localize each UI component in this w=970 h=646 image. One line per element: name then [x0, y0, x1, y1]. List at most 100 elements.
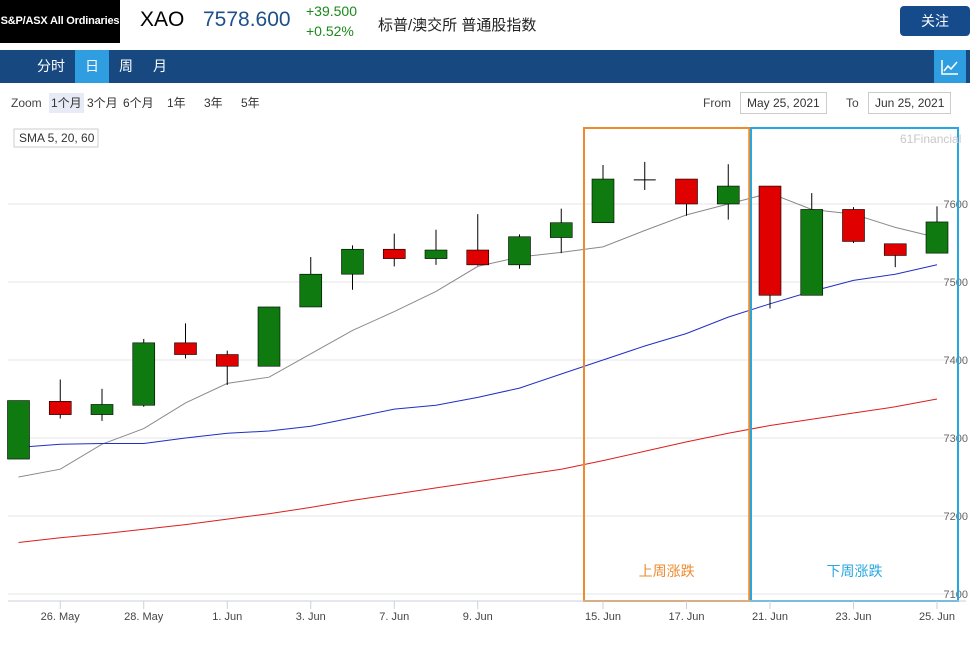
candle-17 — [716, 164, 740, 220]
zoom-1y-button[interactable]: 1年 — [167, 96, 186, 110]
zoom-1m-button[interactable]: 1个月 — [49, 93, 84, 113]
x-axis: 26. May 28. May 1. Jun 3. Jun 7. Jun 9. Jun 15… — [8, 600, 966, 623]
zoom-3y-button[interactable]: 3年 — [204, 96, 223, 110]
x-tick-label-3: 3. Jun — [296, 611, 326, 623]
candle-9 — [382, 233, 406, 267]
candle-body-8 — [341, 248, 364, 275]
candle-body-18 — [758, 185, 782, 296]
y-tick-label-2: 7300 — [944, 433, 968, 445]
candle-body-7 — [299, 273, 323, 308]
zoom-3m-button[interactable]: 3个月 — [87, 96, 118, 110]
sma-line-0 — [18, 192, 938, 478]
x-tick-label-10: 25. Jun — [919, 611, 955, 623]
period-tab-bar: 分时 日 周 月 — [0, 50, 970, 83]
price-change-percent: +0.52% — [306, 23, 354, 39]
candle-body-9 — [382, 248, 406, 259]
candle-1 — [48, 379, 72, 419]
candle-body-19 — [800, 209, 824, 296]
x-tick-label-5: 9. Jun — [463, 611, 493, 623]
candle-7 — [299, 257, 323, 308]
tab-daily[interactable]: 日 — [75, 50, 109, 83]
watermark: 61Financial — [900, 132, 961, 146]
tab-intraday[interactable]: 分时 — [37, 58, 65, 74]
candle-body-3 — [132, 342, 156, 406]
candle-body-13 — [549, 222, 573, 238]
candle-4 — [174, 323, 197, 359]
candle-body-14 — [591, 178, 615, 224]
line-chart-icon — [941, 59, 958, 75]
sma-lines — [18, 192, 938, 543]
candle-body-20 — [842, 209, 865, 242]
x-tick-label-2: 1. Jun — [212, 611, 242, 623]
candle-body-11 — [466, 249, 490, 266]
zoom-6m-button[interactable]: 6个月 — [123, 96, 154, 110]
candle-body-21 — [883, 243, 907, 256]
annotation-box-1 — [750, 127, 959, 602]
candle-13 — [549, 208, 573, 254]
candles — [7, 161, 949, 460]
candle-15 — [633, 161, 656, 190]
candle-20 — [842, 207, 865, 243]
candle-body-2 — [90, 404, 114, 415]
candle-19 — [800, 193, 824, 296]
candle-body-10 — [424, 249, 448, 259]
last-price: 7578.600 — [203, 8, 291, 31]
y-tick-label-0: 7100 — [944, 589, 968, 601]
from-label: From — [703, 96, 731, 110]
y-tick-label-3: 7400 — [944, 355, 968, 367]
candle-body-22 — [925, 221, 949, 254]
candle-body-16 — [675, 178, 698, 205]
y-tick-label-5: 7600 — [944, 199, 968, 211]
x-tick-label-6: 15. Jun — [585, 611, 621, 623]
candle-0 — [7, 400, 30, 460]
tab-weekly[interactable]: 周 — [119, 58, 133, 74]
candle-12 — [508, 234, 531, 269]
candle-body-17 — [716, 185, 740, 205]
ticker-symbol: XAO — [140, 8, 185, 31]
candle-6 — [257, 306, 281, 367]
sma-line-2 — [18, 398, 938, 543]
zoom-toolbar: Zoom 1个月 3个月 6个月 1年 3年 5年 From May 25, 2… — [0, 90, 970, 116]
y-tick-label-4: 7500 — [944, 277, 968, 289]
tab-monthly[interactable]: 月 — [153, 58, 167, 74]
sma-line-1 — [18, 264, 938, 448]
annotation-label-0: 上周涨跌 — [639, 564, 695, 580]
y-tick-label-1: 7200 — [944, 511, 968, 523]
candle-body-4 — [174, 342, 197, 355]
candle-22 — [925, 206, 949, 254]
chart-type-button[interactable] — [934, 50, 966, 83]
zoom-5y-button[interactable]: 5年 — [241, 96, 260, 110]
candle-2 — [90, 388, 114, 421]
from-date-input[interactable]: May 25, 2021 — [740, 92, 827, 114]
candle-body-1 — [48, 401, 72, 415]
candle-8 — [341, 245, 364, 290]
x-tick-label-0: 26. May — [41, 611, 81, 623]
zoom-label: Zoom — [11, 96, 42, 110]
candle-3 — [132, 338, 156, 407]
follow-button[interactable]: 关注 — [900, 6, 970, 36]
legend-box — [13, 128, 99, 148]
candle-16 — [675, 178, 698, 216]
x-tick-label-8: 21. Jun — [752, 611, 788, 623]
price-change: +39.500 — [306, 3, 357, 19]
candle-14 — [591, 165, 615, 224]
to-label: To — [846, 96, 859, 110]
candle-11 — [466, 214, 490, 266]
index-logo: S&P/ASX All Ordinaries — [0, 0, 120, 43]
x-tick-label-9: 23. Jun — [835, 611, 871, 623]
candle-body-12 — [508, 236, 531, 266]
index-description: 标普/澳交所 普通股指数 — [378, 17, 537, 34]
candle-10 — [424, 229, 448, 265]
candle-21 — [883, 243, 907, 268]
annotation-label-1: 下周涨跌 — [827, 564, 883, 580]
y-axis-labels: 7100 7200 7300 7400 7500 7600 — [944, 199, 968, 601]
quote-header: S&P/ASX All Ordinaries XAO 7578.600 +39.… — [0, 0, 970, 44]
candle-18 — [758, 185, 782, 309]
candle-body-5 — [215, 354, 239, 367]
to-date-input[interactable]: Jun 25, 2021 — [868, 92, 952, 114]
candle-body-0 — [7, 400, 30, 460]
x-tick-label-7: 17. Jun — [668, 611, 704, 623]
legend-text: SMA 5, 20, 60 — [19, 131, 95, 145]
x-tick-label-1: 28. May — [124, 611, 164, 623]
